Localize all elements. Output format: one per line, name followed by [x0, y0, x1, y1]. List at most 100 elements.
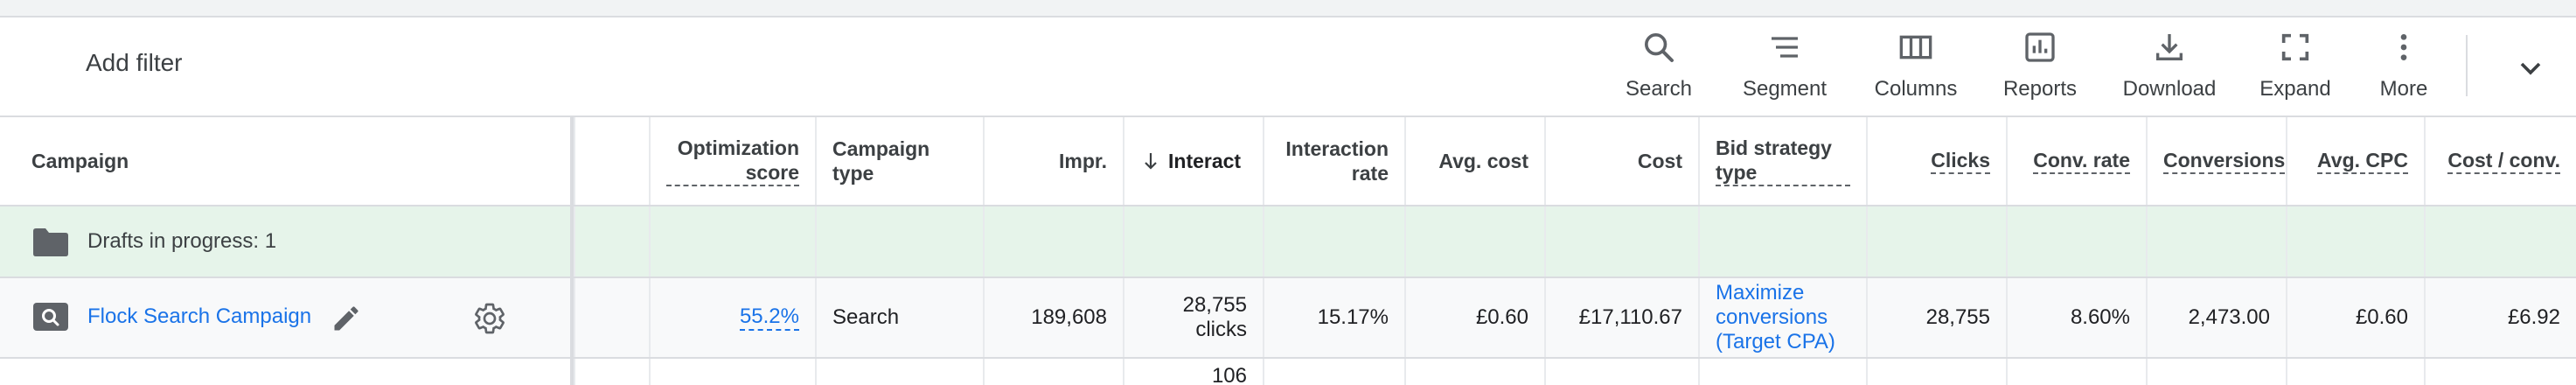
- drafts-cell-empty: [815, 206, 983, 276]
- next-interactions-cell: 106: [1123, 359, 1263, 385]
- cost-per-conv-value: £6.92: [2507, 305, 2560, 329]
- edit-pencil-icon[interactable]: [331, 303, 362, 334]
- header-conversions[interactable]: Conversions: [2146, 117, 2286, 205]
- next-cell: [1263, 359, 1404, 385]
- header-avg-cpc-label: Avg. CPC: [2317, 148, 2408, 174]
- next-cell: [1866, 359, 2006, 385]
- search-icon: [1645, 33, 1674, 62]
- header-cost-per-conv[interactable]: Cost / conv.: [2424, 117, 2576, 205]
- avg-cost-cell: £0.60: [1404, 278, 1544, 357]
- download-tool-button[interactable]: Download: [2104, 30, 2235, 102]
- columns-tool-button[interactable]: Columns: [1850, 30, 1981, 102]
- clicks-value: 28,755: [1925, 305, 1990, 329]
- conv-rate-value: 8.60%: [2070, 305, 2130, 329]
- more-tool-button[interactable]: More: [2338, 30, 2469, 102]
- search-tool-label: Search: [1625, 77, 1693, 101]
- drafts-cell-empty: [983, 206, 1123, 276]
- header-interaction-rate[interactable]: Interaction rate: [1263, 117, 1404, 205]
- impr-value: 189,608: [1031, 305, 1107, 329]
- header-bid-strategy-type-label: Bid strategy type: [1716, 136, 1850, 186]
- drafts-cell-empty: [1866, 206, 2006, 276]
- segment-tool-label: Segment: [1742, 77, 1828, 101]
- next-blank: [574, 359, 649, 385]
- campaign-name-link[interactable]: Flock Search Campaign: [87, 304, 312, 328]
- header-blank: [574, 117, 649, 205]
- avg-cost-value: £0.60: [1475, 305, 1528, 329]
- sort-down-icon: [1145, 153, 1157, 170]
- header-interaction-rate-label: Interaction rate: [1285, 137, 1389, 185]
- folder-icon: [33, 228, 68, 256]
- header-campaign-type[interactable]: Campaign type: [815, 117, 983, 205]
- table-toolbar: Add filter Search Segment Columns Report…: [0, 18, 2576, 117]
- header-bid-strategy-type[interactable]: Bid strategy type: [1698, 117, 1866, 205]
- segment-icon: [1772, 37, 1798, 58]
- search-tool-button[interactable]: Search: [1593, 30, 1724, 102]
- cost-value: £17,110.67: [1578, 305, 1682, 329]
- download-icon: [2156, 34, 2183, 60]
- drafts-cell-empty: [2286, 206, 2424, 276]
- expand-tool-label: Expand: [2259, 77, 2331, 101]
- header-impr-label: Impr.: [1059, 150, 1107, 172]
- reports-tool-button[interactable]: Reports: [1974, 30, 2106, 102]
- bid-strategy-link[interactable]: Maximize conversions (Target CPA): [1716, 281, 1835, 354]
- optimization-score-link[interactable]: 55.2%: [739, 304, 799, 331]
- reports-icon: [2025, 32, 2055, 62]
- header-impr[interactable]: Impr.: [983, 117, 1123, 205]
- drafts-cell-empty: [1404, 206, 1544, 276]
- drafts-blank: [574, 206, 649, 276]
- header-campaign-type-label: Campaign type: [832, 137, 930, 185]
- segment-tool-button[interactable]: Segment: [1719, 30, 1850, 102]
- clicks-cell: 28,755: [1866, 278, 2006, 357]
- avg-cpc-cell: £0.60: [2286, 278, 2424, 357]
- table-row: 106: [0, 359, 2576, 385]
- drafts-cell-empty: [1263, 206, 1404, 276]
- gear-icon[interactable]: [472, 301, 507, 336]
- drafts-cell: Drafts in progress: 1: [0, 206, 574, 276]
- next-cell: [649, 359, 815, 385]
- chevron-down-icon[interactable]: [2513, 51, 2548, 86]
- more-tool-label: More: [2379, 77, 2428, 101]
- header-conv-rate-label: Conv. rate: [2033, 148, 2130, 174]
- avg-cpc-value: £0.60: [2355, 305, 2408, 329]
- drafts-label: Drafts in progress: 1: [87, 229, 277, 253]
- reports-tool-label: Reports: [2002, 77, 2078, 101]
- interaction-rate-cell: 15.17%: [1263, 278, 1404, 357]
- next-cell: [1404, 359, 1544, 385]
- optimization-score-cell[interactable]: 55.2%: [649, 278, 815, 357]
- next-cell: [983, 359, 1123, 385]
- header-conv-rate[interactable]: Conv. rate: [2006, 117, 2146, 205]
- campaign-blank: [574, 278, 649, 357]
- header-avg-cpc[interactable]: Avg. CPC: [2286, 117, 2424, 205]
- campaign-type-value: Search: [832, 305, 900, 329]
- header-campaign[interactable]: Campaign: [0, 117, 574, 205]
- header-interactions[interactable]: Interact: [1123, 117, 1263, 205]
- drafts-cell-empty: [2424, 206, 2576, 276]
- drafts-row[interactable]: Drafts in progress: 1: [0, 206, 2576, 278]
- next-cell: [1544, 359, 1698, 385]
- header-clicks[interactable]: Clicks: [1866, 117, 2006, 205]
- next-cell: [2286, 359, 2424, 385]
- interactions-cell: 28,755 clicks: [1123, 278, 1263, 357]
- header-optimization-score[interactable]: Optimization score: [649, 117, 815, 205]
- header-optimization-score-label: Optimization score: [666, 136, 799, 186]
- search-campaign-icon: [33, 303, 68, 331]
- next-cell: [815, 359, 983, 385]
- next-cell: [2146, 359, 2286, 385]
- drafts-cell-empty: [1544, 206, 1698, 276]
- download-tool-label: Download: [2122, 77, 2217, 101]
- next-cell: [2006, 359, 2146, 385]
- header-avg-cost-label: Avg. cost: [1438, 150, 1528, 172]
- header-conversions-label: Conversions: [2163, 148, 2286, 174]
- interaction-rate-value: 15.17%: [1317, 305, 1389, 329]
- bid-strategy-cell[interactable]: Maximize conversions (Target CPA): [1698, 278, 1866, 357]
- header-cost[interactable]: Cost: [1544, 117, 1698, 205]
- expand-icon: [2281, 33, 2309, 61]
- drafts-cell-empty: [649, 206, 815, 276]
- header-avg-cost[interactable]: Avg. cost: [1404, 117, 1544, 205]
- drafts-cell-empty: [2006, 206, 2146, 276]
- interactions-value: 28,755 clicks: [1182, 293, 1247, 341]
- expand-tool-button[interactable]: Expand: [2230, 30, 2361, 102]
- campaign-type-cell: Search: [815, 278, 983, 357]
- add-filter-button[interactable]: Add filter: [86, 49, 183, 76]
- table-row: Flock Search Campaign 55.2% Search 189,6…: [0, 278, 2576, 359]
